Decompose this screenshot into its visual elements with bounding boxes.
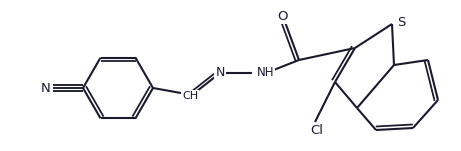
Text: NH: NH [257,66,274,79]
Text: Cl: Cl [311,125,324,138]
Text: N: N [41,82,51,95]
Text: O: O [277,10,287,22]
Text: N: N [215,66,225,79]
Text: CH: CH [182,91,198,101]
Text: S: S [397,16,405,29]
